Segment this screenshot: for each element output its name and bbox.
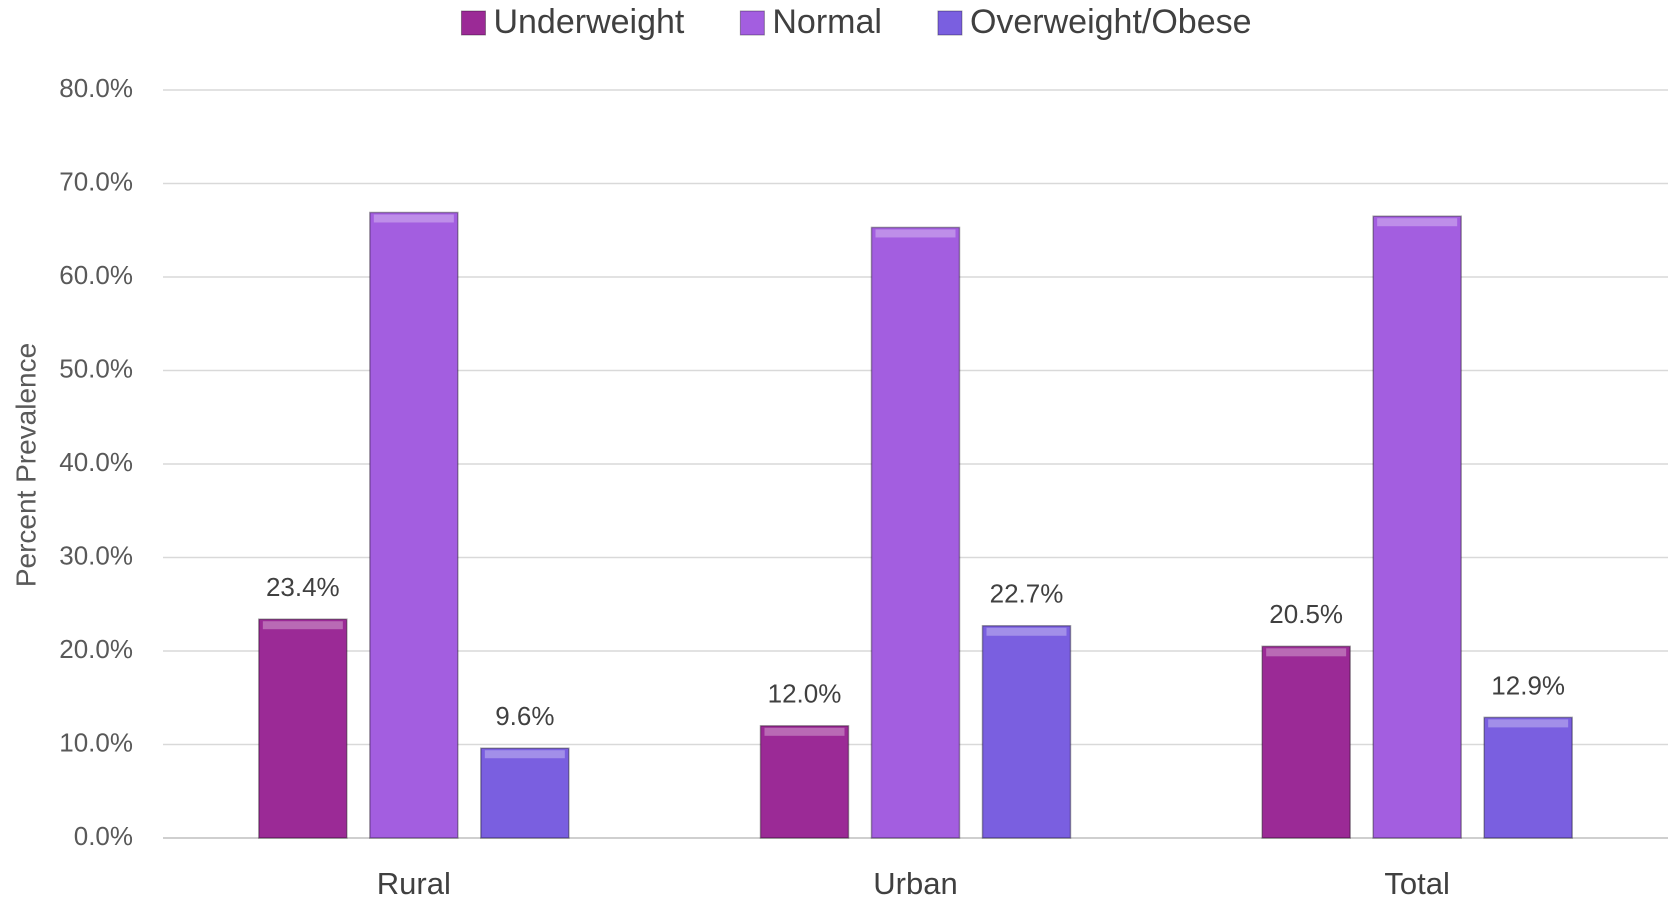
bar-bevel — [262, 621, 343, 630]
bar — [981, 625, 1072, 839]
legend-swatch — [937, 10, 963, 36]
bar-bevel — [1488, 719, 1569, 728]
bar — [1372, 215, 1462, 839]
y-tick-label: 80.0% — [59, 73, 133, 103]
legend-swatch — [460, 10, 486, 36]
bar — [759, 725, 850, 839]
legend-label: Normal — [772, 3, 882, 41]
legend-label: Overweight/Obese — [970, 3, 1252, 41]
bar — [480, 747, 570, 839]
y-tick-label: 30.0% — [59, 540, 133, 570]
y-tick-label: 60.0% — [59, 260, 133, 290]
y-tick-label: 50.0% — [59, 353, 133, 383]
bar-bevel — [986, 627, 1067, 636]
data-label: 20.5% — [1269, 599, 1343, 629]
bar — [870, 226, 961, 839]
y-tick-label: 10.0% — [59, 727, 133, 757]
data-label: 12.0% — [768, 679, 842, 709]
legend-swatch — [739, 10, 765, 36]
bar-bevel — [1266, 648, 1347, 657]
y-axis-title: Percent Prevalence — [10, 343, 41, 587]
data-label: 9.6% — [495, 701, 554, 731]
data-label: 23.4% — [266, 572, 340, 602]
bar-bevel — [764, 727, 845, 736]
bar — [1483, 716, 1573, 839]
bar-bevel — [1377, 218, 1458, 227]
legend-label: Underweight — [493, 3, 684, 41]
data-label: 12.9% — [1491, 670, 1565, 700]
y-tick-label: 40.0% — [59, 447, 133, 477]
bar-bevel — [373, 214, 454, 223]
x-tick-label: Total — [1384, 866, 1449, 901]
y-tick-label: 0.0% — [74, 821, 133, 851]
bar-bevel — [484, 750, 565, 759]
x-tick-label: Rural — [377, 866, 451, 901]
bar — [369, 211, 459, 839]
bar — [258, 618, 348, 839]
data-label: 22.7% — [990, 579, 1064, 609]
bar — [1261, 645, 1351, 839]
x-tick-label: Urban — [873, 866, 957, 901]
y-tick-label: 20.0% — [59, 634, 133, 664]
y-tick-label: 70.0% — [59, 166, 133, 196]
bar-bevel — [875, 229, 956, 238]
